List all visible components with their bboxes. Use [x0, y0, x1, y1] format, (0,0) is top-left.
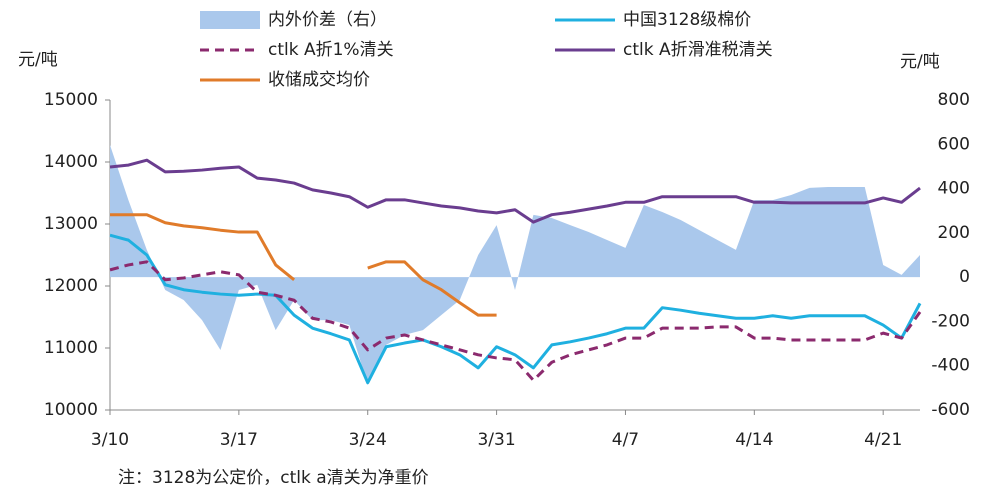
x-tick-label: 3/24	[349, 430, 387, 450]
y2-tick-label: 600	[938, 134, 970, 154]
y-axis-label: 元/吨	[18, 50, 58, 70]
x-tick-label: 4/21	[864, 430, 902, 450]
legend-swatch	[200, 11, 260, 29]
y2-tick-label: -200	[931, 311, 970, 331]
y2-tick-label: 200	[938, 223, 970, 243]
line	[109, 158, 921, 224]
y-tick-label: 12000	[44, 276, 98, 296]
y2-tick-label: 400	[938, 179, 970, 199]
footnote: 注：3128为公定价，ctlk a清关为净重价	[118, 468, 429, 488]
y-tick-label: 10000	[44, 400, 98, 420]
line	[109, 260, 922, 382]
x-tick-label: 4/14	[735, 430, 773, 450]
y2-tick-label: 0	[959, 267, 970, 287]
y-tick-label: 11000	[44, 338, 98, 358]
y2-tick-label: 800	[938, 90, 970, 110]
y2-axis-label: 元/吨	[900, 52, 940, 72]
legend-label: 中国3128级棉价	[623, 10, 751, 30]
legend-label: ctlk A折1%清关	[268, 40, 394, 60]
y-tick-label: 15000	[44, 90, 98, 110]
x-tick-label: 3/10	[91, 430, 129, 450]
y-tick-label: 14000	[44, 152, 98, 172]
line	[110, 213, 497, 317]
y-tick-label: 13000	[44, 214, 98, 234]
y2-tick-label: -400	[931, 356, 970, 376]
x-tick-label: 4/7	[612, 430, 639, 450]
y2-tick-label: -600	[931, 400, 970, 420]
legend-label: 收储成交均价	[268, 70, 370, 90]
legend-label: ctlk A折滑准税清关	[623, 40, 773, 60]
x-tick-label: 3/17	[220, 430, 258, 450]
area	[110, 144, 920, 385]
x-tick-label: 3/31	[477, 430, 515, 450]
line	[109, 233, 922, 385]
legend-label: 内外价差（右）	[268, 10, 387, 30]
